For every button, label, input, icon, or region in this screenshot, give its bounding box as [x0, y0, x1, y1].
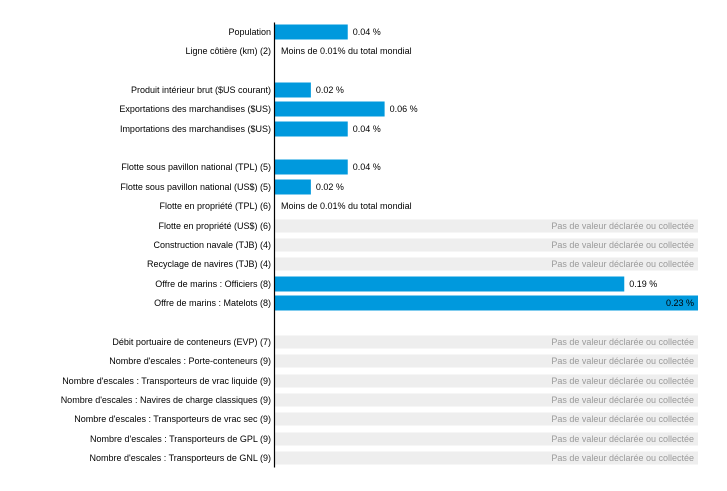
value-label: 0.02 % [316, 85, 344, 95]
no-value-label: Pas de valeur déclarée ou collectée [551, 395, 694, 405]
category-label: Importations des marchandises ($US) [120, 124, 271, 134]
no-value-background [275, 238, 698, 252]
category-label: Débit portuaire de conteneurs (EVP) (7) [112, 337, 271, 347]
value-label: 0.04 % [353, 124, 381, 134]
category-label: Ligne côtière (km) (2) [185, 46, 271, 56]
no-value-label: Pas de valeur déclarée ou collectée [551, 221, 694, 231]
category-label: Offre de marins : Matelots (8) [154, 298, 271, 308]
bar [274, 179, 311, 195]
category-label: Offre de marins : Officiers (8) [155, 279, 271, 289]
category-label: Recyclage de navires (TJB) (4) [147, 259, 271, 269]
category-label: Produit intérieur brut ($US courant) [131, 85, 271, 95]
no-value-background [275, 257, 698, 271]
no-value-label: Pas de valeur déclarée ou collectée [551, 434, 694, 444]
no-value-background [275, 393, 698, 407]
category-label: Population [228, 27, 271, 37]
value-label: 0.06 % [390, 104, 418, 114]
value-label: 0.19 % [629, 279, 657, 289]
category-label: Nombre d'escales : Transporteurs de GPL … [90, 434, 271, 444]
value-label: 0.04 % [353, 27, 381, 37]
value-label: Moins de 0.01% du total mondial [281, 46, 412, 56]
category-label: Flotte sous pavillon national (TPL) (5) [121, 162, 271, 172]
no-value-background [275, 219, 698, 233]
no-value-label: Pas de valeur déclarée ou collectée [551, 414, 694, 424]
bar [274, 101, 385, 117]
value-label: 0.04 % [353, 162, 381, 172]
category-label: Exportations des marchandises ($US) [119, 104, 271, 114]
no-value-label: Pas de valeur déclarée ou collectée [551, 337, 694, 347]
no-value-label: Pas de valeur déclarée ou collectée [551, 453, 694, 463]
no-value-background [275, 451, 698, 465]
value-label: 0.02 % [316, 182, 344, 192]
bar [274, 121, 348, 137]
bar [274, 24, 348, 40]
no-value-background [275, 374, 698, 388]
bar [274, 295, 698, 311]
bar [274, 159, 348, 175]
category-label: Nombre d'escales : Navires de charge cla… [61, 395, 271, 405]
bar [274, 82, 311, 98]
no-value-label: Pas de valeur déclarée ou collectée [551, 376, 694, 386]
category-label: Nombre d'escales : Transporteurs de vrac… [74, 414, 271, 424]
category-label: Flotte sous pavillon national (US$) (5) [120, 182, 271, 192]
no-value-label: Pas de valeur déclarée ou collectée [551, 240, 694, 250]
no-value-background [275, 335, 698, 349]
no-value-label: Pas de valeur déclarée ou collectée [551, 356, 694, 366]
category-label: Flotte en propriété (US$) (6) [158, 221, 271, 231]
category-label: Nombre d'escales : Porte-conteneurs (9) [109, 356, 271, 366]
category-label: Nombre d'escales : Transporteurs de vrac… [62, 376, 271, 386]
category-label: Construction navale (TJB) (4) [153, 240, 271, 250]
no-value-background [275, 412, 698, 426]
no-value-background [275, 432, 698, 446]
no-value-label: Pas de valeur déclarée ou collectée [551, 259, 694, 269]
value-label: 0.23 % [666, 298, 694, 308]
value-label: Moins de 0.01% du total mondial [281, 201, 412, 211]
no-value-background [275, 354, 698, 368]
category-label: Flotte en propriété (TPL) (6) [159, 201, 271, 211]
bar [274, 276, 625, 292]
category-label: Nombre d'escales : Transporteurs de GNL … [90, 453, 271, 463]
